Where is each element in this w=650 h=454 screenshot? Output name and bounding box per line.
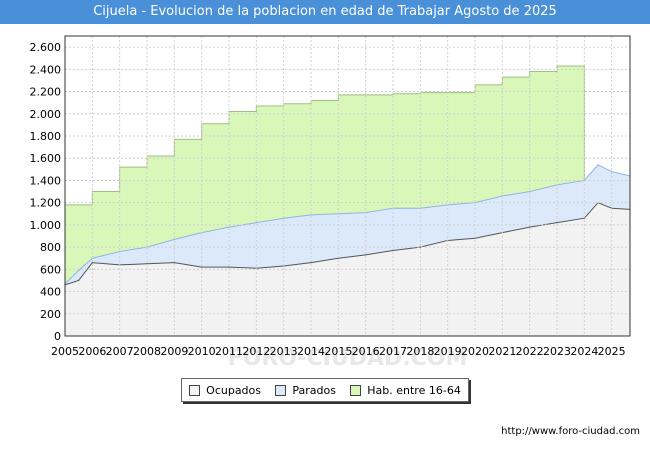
- y-tick-label: 2.200: [30, 86, 62, 99]
- legend-swatch-hab: [350, 384, 362, 396]
- x-tick-label: 2017: [379, 345, 407, 358]
- series-ocupados-point: [78, 279, 80, 282]
- x-tick-label: 2025: [598, 345, 626, 358]
- legend-label-ocupados: Ocupados: [206, 383, 262, 397]
- series-ocupados-point: [556, 222, 558, 224]
- legend-swatch-parados: [275, 384, 287, 396]
- series-parados-point: [78, 269, 80, 272]
- y-tick-label: 1.800: [30, 130, 62, 143]
- series-ocupados-point: [201, 266, 203, 268]
- watermark-text: FORO-CIUDAD.COM: [228, 346, 468, 371]
- series-ocupados-point: [228, 266, 230, 268]
- series-ocupados-point: [392, 249, 394, 252]
- y-tick-label: 1.200: [30, 197, 62, 210]
- y-tick-label: 600: [40, 263, 61, 276]
- x-tick-label: 2012: [242, 345, 270, 358]
- x-tick-label: 2007: [106, 345, 134, 358]
- chart-legend: Ocupados Parados Hab. entre 16-64: [181, 378, 469, 402]
- series-ocupados-line: [64, 202, 631, 286]
- series-ocupados-point: [529, 226, 531, 228]
- x-tick-label: 2006: [78, 345, 106, 358]
- legend-label-parados: Parados: [292, 383, 336, 397]
- series-parados-point: [173, 238, 175, 240]
- series-parados-point: [255, 222, 257, 224]
- x-tick-label: 2020: [461, 345, 489, 358]
- series-ocupados-point: [310, 262, 312, 264]
- x-tick-label: 2010: [188, 345, 216, 358]
- source-url[interactable]: http://www.foro-ciudad.com: [501, 426, 640, 437]
- series-parados-point: [119, 250, 121, 253]
- series-parados-point: [529, 190, 531, 193]
- y-tick-label: 1.400: [30, 174, 62, 187]
- series-ocupados-point: [365, 254, 367, 256]
- series-parados-point: [228, 226, 230, 228]
- chart-title: Cijuela - Evolucion de la poblacion en e…: [0, 0, 650, 24]
- x-tick-label: 2023: [543, 345, 571, 358]
- series-parados-point: [310, 214, 312, 216]
- x-tick-label: 2009: [160, 345, 188, 358]
- x-tick-label: 2021: [488, 345, 516, 358]
- legend-swatch-ocupados: [189, 384, 201, 396]
- y-tick-label: 1.000: [30, 219, 62, 232]
- series-parados-point: [611, 170, 613, 173]
- y-tick-label: 0: [54, 330, 61, 343]
- y-tick-label: 2.000: [30, 108, 62, 121]
- x-tick-label: 2013: [270, 345, 298, 358]
- series-parados-line: [64, 164, 631, 285]
- series-ocupados-point: [91, 262, 93, 264]
- y-tick-label: 2.400: [30, 63, 62, 76]
- chart-area: FORO-CIUDAD.COM 0 200 400 600 800 1.000 1.200 1…: [0, 24, 650, 450]
- legend-label-hab: Hab. entre 16-64: [367, 383, 461, 397]
- legend-item-ocupados: Ocupados: [189, 384, 261, 397]
- y-tick-label: 800: [40, 241, 61, 254]
- series-ocupados-fill: [65, 202, 630, 336]
- x-tick-label: 2018: [406, 345, 434, 358]
- y-tick-label: 2.600: [30, 41, 62, 54]
- y-tick-label: 200: [40, 308, 61, 321]
- x-tick-label: 2024: [570, 345, 598, 358]
- x-tick-label: 2014: [297, 345, 325, 358]
- x-tick-label: 2022: [516, 345, 544, 358]
- legend-item-hab: Hab. entre 16-64: [350, 384, 461, 397]
- series-ocupados-point: [173, 262, 175, 264]
- y-tick-label: 400: [40, 286, 61, 299]
- series-ocupados-point: [419, 246, 421, 248]
- x-tick-label: 2019: [434, 345, 462, 358]
- y-tick-label: 1.600: [30, 152, 62, 165]
- x-tick-label: 2016: [352, 345, 380, 358]
- plot-frame: [64, 35, 631, 337]
- x-tick-label: 2015: [324, 345, 352, 358]
- chart-svg: FORO-CIUDAD.COM 0 200 400 600 800 1.000 1.200 1…: [30, 35, 631, 371]
- x-tick-label: 2005: [51, 345, 79, 358]
- x-tick-label: 2011: [215, 345, 243, 358]
- legend-item-parados: Parados: [275, 384, 336, 397]
- series-parados-point: [597, 164, 599, 166]
- x-tick-label: 2008: [133, 345, 161, 358]
